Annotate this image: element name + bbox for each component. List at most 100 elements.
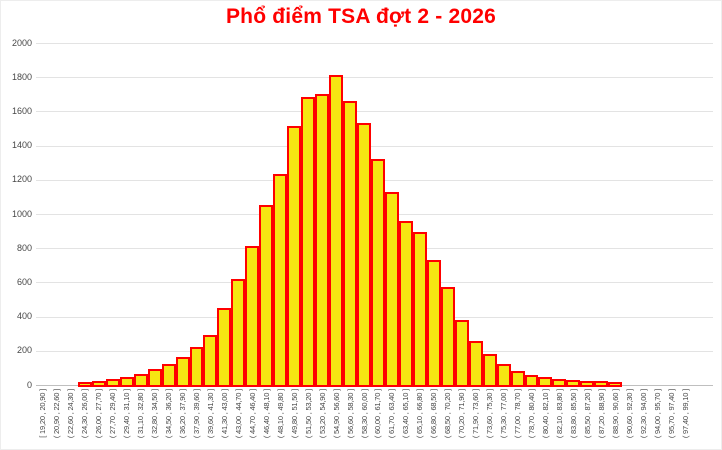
y-axis-tick-label: 600 <box>16 276 32 287</box>
y-axis-tick-label: 1400 <box>11 140 32 151</box>
x-axis-tick-label: ( 32,80 , 34,50 ] <box>150 389 160 439</box>
histogram-bar <box>468 341 483 387</box>
histogram-bar <box>454 319 469 387</box>
y-axis-tick-label: 1600 <box>11 105 32 116</box>
x-axis-tick-label: ( 41,30 , 43,00 ] <box>219 389 229 439</box>
x-axis-tick-label: ( 90,60 , 92,30 ] <box>624 389 634 439</box>
x-axis-tick-label: ( 36,20 , 37,90 ] <box>178 389 188 439</box>
x-axis-tick-label: ( 44,70 , 46,40 ] <box>247 389 257 439</box>
histogram-bar <box>524 374 539 387</box>
histogram-bar <box>384 192 399 387</box>
y-axis-tick-label: 800 <box>16 242 32 253</box>
histogram-bar <box>231 278 246 387</box>
gridline <box>36 77 713 79</box>
histogram-bar <box>161 363 176 387</box>
x-axis-tick-label: ( 83,80 , 85,50 ] <box>568 389 578 439</box>
x-axis-tick-label: ( 71,90 , 73,60 ] <box>471 389 481 439</box>
x-axis-tick-label: ( 26,00 , 27,70 ] <box>94 389 104 439</box>
x-axis-tick-label: ( 46,40 , 48,10 ] <box>261 389 271 439</box>
histogram-bar <box>329 75 344 387</box>
x-axis-tick-label: ( 31,10 , 32,80 ] <box>136 389 146 439</box>
x-axis-tick-label: ( 70,20 , 71,90 ] <box>457 389 467 439</box>
x-axis-tick-label: ( 75,30 , 77,00 ] <box>499 389 509 439</box>
histogram-bar <box>189 347 204 387</box>
x-axis-tick-label: ( 97,40 , 99,10 ] <box>680 389 690 439</box>
x-axis-tick-label: ( 63,40 , 65,10 ] <box>401 389 411 439</box>
histogram-bar <box>259 205 274 387</box>
histogram-bar <box>301 97 316 387</box>
x-axis-tick-label: ( 73,60 , 75,30 ] <box>485 389 495 439</box>
histogram-bar <box>119 376 134 387</box>
x-axis-tick-label: ( 68,50 , 70,20 ] <box>443 389 453 439</box>
gridline <box>36 43 713 44</box>
x-axis-tick-label: ( 34,50 , 36,20 ] <box>164 389 174 439</box>
x-axis-tick-label: ( 60,00 , 61,70 ] <box>373 389 383 439</box>
y-axis-tick-label: 1200 <box>11 174 32 185</box>
histogram-bar <box>105 379 120 387</box>
histogram-bar <box>566 380 581 387</box>
x-axis-tick-label: ( 51,50 , 53,20 ] <box>303 389 313 439</box>
y-axis-tick-label: 1000 <box>11 208 32 219</box>
histogram-bar <box>370 159 385 387</box>
gridline <box>36 145 713 147</box>
histogram-bar <box>343 100 357 387</box>
x-axis-tick-label: ( 24,30 , 26,00 ] <box>80 389 90 439</box>
histogram-bar <box>496 364 511 387</box>
y-axis-tick-label: 0 <box>26 379 32 390</box>
x-axis-tick-label: ( 87,20 , 88,90 ] <box>596 389 606 439</box>
x-axis-tick-label: ( 48,10 , 49,80 ] <box>275 389 285 439</box>
histogram-bar <box>440 287 455 387</box>
y-axis-tick-label: 200 <box>16 345 32 356</box>
x-axis-tick-label: ( 56,60 , 58,30 ] <box>345 389 355 439</box>
x-axis-tick-label: ( 92,30 , 94,00 ] <box>638 389 648 439</box>
histogram-bar <box>91 381 106 387</box>
histogram-bar <box>315 94 330 387</box>
x-axis-tick-label: ( 80,40 , 82,10 ] <box>540 389 550 439</box>
x-axis-tick-label: ( 78,70 , 80,40 ] <box>526 389 536 439</box>
x-axis-tick-label: [ 19,20 , 20,90 ] <box>38 389 48 438</box>
x-axis-tick-label: ( 82,10 , 83,80 ] <box>554 389 564 439</box>
histogram-bar <box>538 377 553 387</box>
x-axis-tick-label: ( 85,50 , 87,20 ] <box>582 389 592 439</box>
x-axis-tick-label: ( 58,30 , 60,00 ] <box>359 389 369 439</box>
chart-title: Phổ điểm TSA đợt 2 - 2026 <box>225 5 497 28</box>
histogram-bar <box>510 371 525 387</box>
y-axis-tick-label: 400 <box>16 311 32 322</box>
x-axis-tick-label: ( 43,00 , 44,70 ] <box>233 389 243 439</box>
histogram-bar <box>245 246 260 387</box>
histogram-bar <box>580 380 595 387</box>
histogram-bar <box>412 231 427 387</box>
histogram-bar <box>357 123 371 387</box>
x-axis-tick-label: ( 20,90 , 22,60 ] <box>52 389 62 439</box>
x-axis-tick-label: ( 27,70 , 29,40 ] <box>108 389 118 439</box>
histogram-bar <box>273 174 288 387</box>
histogram-bar <box>133 373 148 387</box>
x-axis-tick-label: ( 37,90 , 39,60 ] <box>192 389 201 439</box>
x-axis-tick-label: ( 66,80 , 68,50 ] <box>429 389 439 439</box>
histogram-bar <box>203 335 218 387</box>
x-axis-tick-label: ( 65,10 , 66,80 ] <box>415 389 425 439</box>
histogram-bar <box>175 357 190 388</box>
x-axis-tick-label: ( 88,90 , 90,60 ] <box>610 389 620 439</box>
x-axis-tick-label: ( 53,20 , 54,90 ] <box>317 389 327 439</box>
gridline <box>36 111 713 113</box>
histogram-bar <box>287 125 302 387</box>
x-axis-tick-label: ( 77,00 , 78,70 ] <box>513 389 523 439</box>
x-axis-tick-label: ( 49,80 , 51,50 ] <box>289 389 299 439</box>
histogram-bar <box>398 221 413 387</box>
histogram-bar <box>77 382 92 387</box>
histogram-bar <box>426 259 441 387</box>
x-axis-tick-label: ( 29,40 , 31,10 ] <box>122 389 132 439</box>
histogram-bar <box>147 369 162 387</box>
histogram-bar <box>594 381 609 387</box>
y-axis-tick-label: 2000 <box>11 37 32 48</box>
histogram-bar <box>552 379 567 387</box>
y-axis-tick-label: 1800 <box>11 71 32 82</box>
x-axis-tick-label: ( 61,70 , 63,40 ] <box>387 389 397 439</box>
histogram-bar <box>217 307 232 387</box>
x-axis-tick-label: ( 94,00 , 95,70 ] <box>652 389 662 439</box>
x-axis-tick-label: ( 39,60 , 41,30 ] <box>205 389 215 439</box>
x-axis-tick-label: ( 54,90 , 56,60 ] <box>331 389 341 439</box>
